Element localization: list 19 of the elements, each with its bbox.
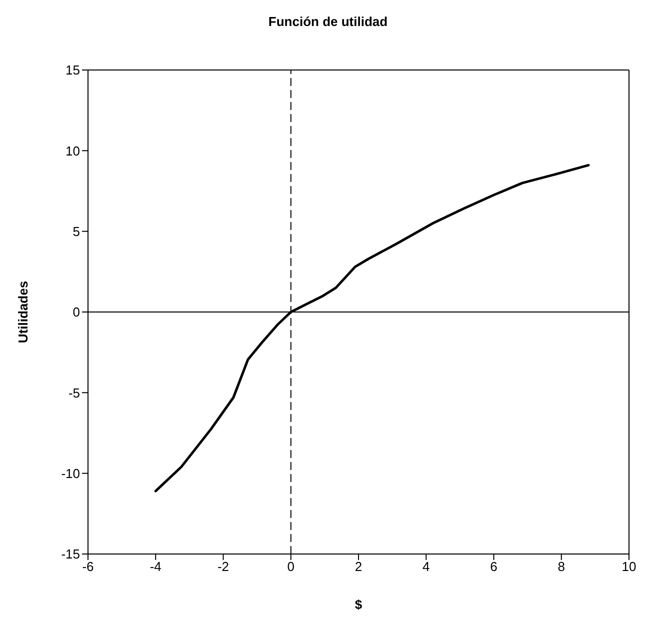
x-tick-label: -2 — [217, 559, 230, 574]
y-tick-label: -15 — [61, 546, 80, 562]
chart-title: Función de utilidad — [267, 14, 389, 29]
x-tick-label: -4 — [150, 559, 162, 574]
x-tick-label: 2 — [354, 559, 362, 574]
x-tick-label: 0 — [287, 559, 294, 574]
y-tick-label: 0 — [72, 304, 80, 320]
y-axis-title: Utilidades — [16, 280, 31, 344]
x-axis-title: $ — [354, 597, 363, 612]
x-tick-label: -6 — [82, 559, 94, 574]
x-tick-label: 8 — [558, 559, 565, 574]
x-tick-label: 6 — [490, 559, 498, 574]
x-tick-label: 4 — [422, 559, 430, 574]
y-tick-label: 15 — [66, 62, 80, 78]
y-tick-label: 10 — [66, 143, 80, 158]
x-tick-label: 10 — [622, 559, 636, 574]
y-tick-label: -5 — [68, 385, 80, 400]
y-tick-label: 5 — [72, 224, 80, 239]
y-tick-label: -10 — [61, 466, 80, 481]
